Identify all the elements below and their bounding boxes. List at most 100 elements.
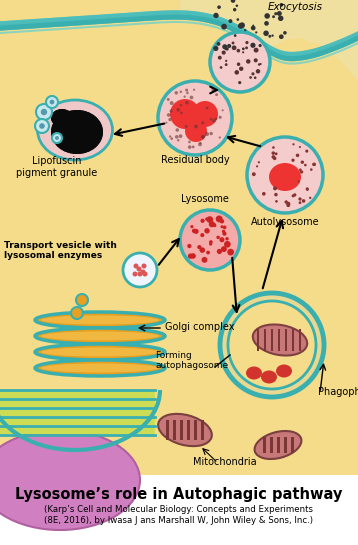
Text: Residual body: Residual body <box>161 155 229 165</box>
Circle shape <box>197 245 202 249</box>
Circle shape <box>299 201 301 204</box>
Circle shape <box>237 18 239 21</box>
Circle shape <box>185 101 189 105</box>
Ellipse shape <box>0 430 140 530</box>
Circle shape <box>302 199 305 203</box>
Circle shape <box>250 43 256 48</box>
Circle shape <box>242 51 244 53</box>
Circle shape <box>185 120 207 142</box>
Circle shape <box>296 154 299 157</box>
Ellipse shape <box>41 348 159 356</box>
Circle shape <box>255 31 257 33</box>
Circle shape <box>220 66 222 69</box>
Circle shape <box>234 34 237 37</box>
Circle shape <box>46 96 58 108</box>
Circle shape <box>278 16 284 21</box>
Circle shape <box>233 8 236 11</box>
Circle shape <box>236 4 238 7</box>
Circle shape <box>214 117 217 120</box>
Circle shape <box>299 168 302 171</box>
Ellipse shape <box>276 365 292 378</box>
Circle shape <box>212 119 216 123</box>
Circle shape <box>254 58 258 62</box>
Circle shape <box>71 307 83 319</box>
Text: Lipofuscin
pigment granule: Lipofuscin pigment granule <box>16 156 98 178</box>
Circle shape <box>264 13 270 19</box>
Circle shape <box>274 193 278 196</box>
Circle shape <box>174 91 178 95</box>
Ellipse shape <box>41 316 159 324</box>
Circle shape <box>170 110 173 112</box>
Bar <box>0 427 155 434</box>
Circle shape <box>252 25 254 26</box>
Circle shape <box>167 113 170 117</box>
Circle shape <box>225 237 229 240</box>
Circle shape <box>227 249 234 256</box>
Circle shape <box>187 244 192 248</box>
Circle shape <box>142 271 147 276</box>
Circle shape <box>180 90 182 93</box>
PathPatch shape <box>180 0 358 120</box>
Circle shape <box>238 81 241 84</box>
Circle shape <box>254 76 257 79</box>
Bar <box>187 420 189 440</box>
Circle shape <box>272 15 275 18</box>
Circle shape <box>221 246 227 252</box>
Bar <box>0 400 155 407</box>
Circle shape <box>232 45 237 50</box>
Circle shape <box>251 72 255 75</box>
Bar <box>270 437 272 453</box>
Ellipse shape <box>51 109 73 127</box>
Circle shape <box>192 101 218 127</box>
Circle shape <box>199 247 205 253</box>
Circle shape <box>271 34 274 37</box>
Circle shape <box>169 135 171 138</box>
Circle shape <box>252 172 256 176</box>
Circle shape <box>256 165 258 167</box>
Ellipse shape <box>246 366 262 379</box>
Ellipse shape <box>35 312 165 328</box>
Circle shape <box>298 197 302 201</box>
Circle shape <box>305 149 308 153</box>
Circle shape <box>228 19 232 23</box>
Text: (8E, 2016), by Iwasa J ans Marshall W, John Wiley & Sons, Inc.): (8E, 2016), by Iwasa J ans Marshall W, J… <box>44 516 314 525</box>
Circle shape <box>226 47 229 51</box>
Circle shape <box>300 171 303 174</box>
Circle shape <box>206 107 209 110</box>
Circle shape <box>215 93 218 96</box>
Circle shape <box>274 12 277 15</box>
Circle shape <box>194 124 198 129</box>
Circle shape <box>258 63 260 66</box>
Circle shape <box>202 257 207 263</box>
Circle shape <box>245 41 248 44</box>
Ellipse shape <box>41 331 159 341</box>
Circle shape <box>279 34 284 39</box>
Circle shape <box>242 47 245 50</box>
Ellipse shape <box>51 110 103 154</box>
Circle shape <box>237 63 240 66</box>
Circle shape <box>212 88 214 91</box>
Circle shape <box>222 44 227 49</box>
Bar <box>262 437 266 453</box>
Circle shape <box>36 104 52 120</box>
Circle shape <box>224 241 231 247</box>
Circle shape <box>185 125 188 128</box>
Circle shape <box>256 69 260 74</box>
Circle shape <box>219 237 224 243</box>
Bar <box>179 420 183 440</box>
Circle shape <box>200 233 204 237</box>
Circle shape <box>209 243 212 246</box>
Circle shape <box>222 51 226 55</box>
Circle shape <box>190 253 196 259</box>
Circle shape <box>271 155 275 159</box>
Circle shape <box>271 152 275 155</box>
Ellipse shape <box>35 360 165 376</box>
Circle shape <box>306 189 309 191</box>
Circle shape <box>188 141 191 143</box>
Circle shape <box>52 133 62 143</box>
Ellipse shape <box>255 431 301 459</box>
Text: Exocytosis: Exocytosis <box>267 2 323 12</box>
Circle shape <box>312 163 315 166</box>
Circle shape <box>309 197 311 199</box>
Text: Autolysosome: Autolysosome <box>251 217 319 227</box>
